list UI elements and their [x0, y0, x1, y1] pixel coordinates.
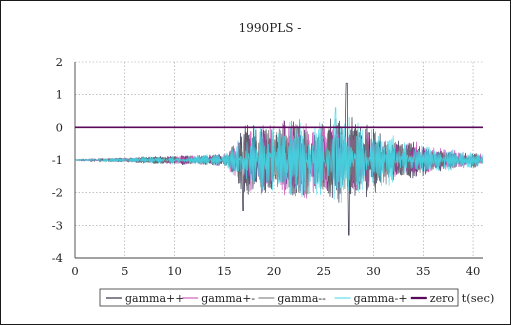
y-tick-label: -4 — [52, 251, 63, 265]
chart-title: 1990PLS - — [239, 21, 302, 35]
x-axis-label: t(sec) — [462, 291, 495, 305]
x-tick-label: 5 — [121, 264, 128, 278]
y-tick-label: 1 — [56, 88, 63, 102]
x-tick-label: 30 — [366, 264, 381, 278]
series-line-gamma-+ — [74, 107, 484, 203]
x-tick-label: 15 — [217, 264, 232, 278]
x-tick-label: 40 — [466, 264, 481, 278]
x-tick-label: 0 — [71, 264, 78, 278]
legend-box — [99, 288, 459, 307]
x-tick-labels: 0 5 10 15 20 25 30 35 40 — [71, 264, 480, 278]
y-tick-label: -3 — [52, 218, 63, 232]
legend-label-zero: zero — [430, 292, 455, 305]
legend-label-gamma++: gamma++ — [125, 292, 184, 305]
y-tick-label: -1 — [52, 153, 63, 167]
y-tick-labels: -4 -3 -2 -1 0 1 2 — [52, 55, 63, 265]
x-tick-label: 10 — [167, 264, 182, 278]
y-tick-label: 0 — [56, 120, 63, 134]
x-tick-label: 20 — [267, 264, 282, 278]
legend: gamma++ gamma+- gamma-- gamma-+ zero — [99, 288, 459, 307]
legend-label-gamma--: gamma-- — [277, 292, 326, 305]
y-tick-label: 2 — [56, 55, 63, 69]
plot-area — [74, 82, 484, 236]
legend-label-gamma-+: gamma-+ — [354, 292, 408, 305]
y-tick-label: -2 — [52, 186, 63, 200]
x-tick-label: 25 — [316, 264, 331, 278]
x-tick-label: 35 — [416, 264, 431, 278]
legend-label-gamma+-: gamma+- — [201, 292, 255, 305]
